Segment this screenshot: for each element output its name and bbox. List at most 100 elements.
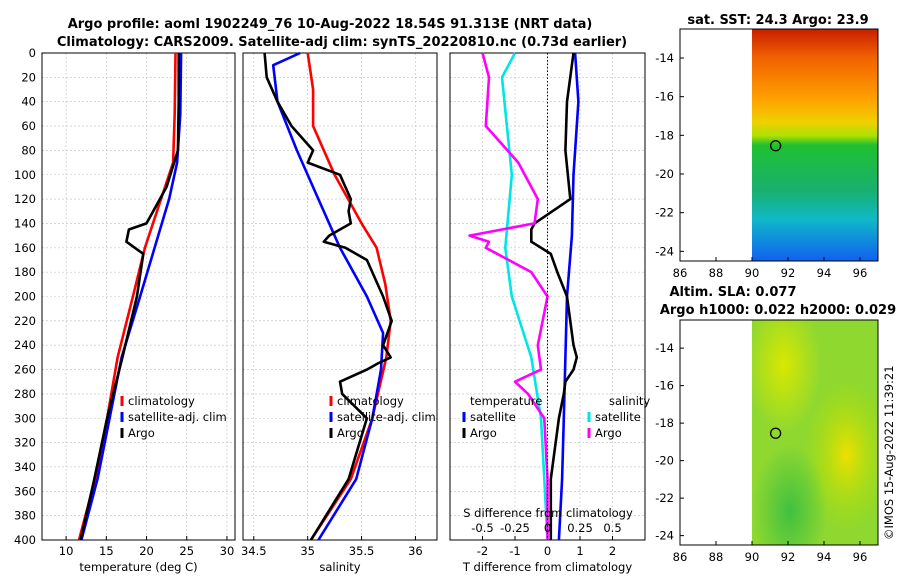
legend-label: satellite bbox=[595, 410, 641, 424]
salinity-panel: 34.5 35 35.5 36 salinity climatology satellite… bbox=[241, 51, 438, 574]
series-line-argo bbox=[263, 52, 394, 541]
legend-label: Argo bbox=[470, 426, 497, 440]
legend-label: climatology bbox=[337, 394, 404, 408]
x-tick-label: 25 bbox=[179, 544, 194, 558]
sla-map-panel: Altim. SLA: 0.077 Argo h1000: 0.022 h200… bbox=[655, 285, 896, 564]
y-tick-label: 160 bbox=[14, 241, 36, 255]
series-line-s-argo bbox=[468, 52, 549, 540]
x-tick-label: -2 bbox=[477, 544, 488, 558]
x-tick-label: 35 bbox=[300, 544, 315, 558]
sla-map-title: Altim. SLA: 0.077 bbox=[670, 285, 797, 300]
map-x-tick-label: 96 bbox=[853, 550, 868, 564]
y-tick-label: 340 bbox=[14, 460, 36, 474]
sst-map-frame bbox=[679, 28, 879, 262]
y-tick-label: 100 bbox=[14, 168, 36, 182]
legend-title-temperature: temperature bbox=[470, 394, 542, 408]
y-tick-label: 240 bbox=[14, 338, 36, 352]
y-tick-label: 60 bbox=[21, 119, 36, 133]
plot-frame bbox=[41, 52, 236, 541]
x-axis-label: salinity bbox=[319, 560, 360, 574]
y-tick-label: 80 bbox=[21, 143, 36, 157]
s-diff-tick-label: -0.25 bbox=[500, 521, 530, 535]
map-x-tick-label: 90 bbox=[745, 266, 760, 280]
y-tick-label: 260 bbox=[14, 363, 36, 377]
legend-label: climatology bbox=[128, 394, 195, 408]
map-y-tick-label: -14 bbox=[655, 51, 674, 65]
map-y-tick-label: -22 bbox=[655, 206, 674, 220]
s-diff-tick-label: 0.25 bbox=[567, 521, 593, 535]
legend-label: Argo bbox=[128, 426, 155, 440]
s-diff-axis-label: S difference from climatology bbox=[463, 506, 633, 520]
map-x-tick-label: 94 bbox=[817, 550, 832, 564]
map-x-tick-label: 96 bbox=[853, 266, 868, 280]
y-tick-label: 40 bbox=[21, 95, 36, 109]
s-diff-tick-label: -0.5 bbox=[471, 521, 493, 535]
x-tick-label: 10 bbox=[59, 544, 74, 558]
legend-label: satellite bbox=[470, 410, 516, 424]
x-tick-label: 34.5 bbox=[241, 544, 267, 558]
map-y-tick-label: -18 bbox=[655, 416, 674, 430]
x-axis-label: T difference from climatology bbox=[462, 560, 633, 574]
title-line-1: Argo profile: aoml 1902249_76 10-Aug-202… bbox=[68, 17, 593, 32]
temperature-panel: 10 15 20 25 30 temperature (deg C) 0 20 40 60 80 10… bbox=[14, 46, 236, 574]
x-tick-label: 15 bbox=[99, 544, 114, 558]
map-x-tick-label: 88 bbox=[709, 550, 724, 564]
x-tick-label: -1 bbox=[509, 544, 520, 558]
series-line-satellite-adj-clim bbox=[271, 51, 385, 541]
y-tick-label: 20 bbox=[21, 70, 36, 84]
x-axis-label: temperature (deg C) bbox=[79, 560, 197, 574]
y-tick-label: 0 bbox=[29, 46, 36, 60]
s-diff-tick-label: 0.5 bbox=[603, 521, 621, 535]
map-y-tick-label: -20 bbox=[655, 454, 674, 468]
sla-map-subtitle: Argo h1000: 0.022 h2000: 0.029 bbox=[660, 303, 896, 318]
map-x-tick-label: 90 bbox=[745, 550, 760, 564]
x-tick-label: 30 bbox=[220, 544, 235, 558]
sst-map-title: sat. SST: 24.3 Argo: 23.9 bbox=[687, 13, 868, 28]
map-y-tick-label: -16 bbox=[655, 379, 674, 393]
sla-map-frame bbox=[679, 319, 879, 546]
map-y-tick-label: -22 bbox=[655, 491, 674, 505]
y-tick-label: 380 bbox=[14, 509, 36, 523]
y-tick-label: 320 bbox=[14, 436, 36, 450]
plot-frame bbox=[242, 52, 438, 541]
x-tick-label: 0 bbox=[544, 544, 551, 558]
map-y-tick-label: -24 bbox=[655, 529, 674, 543]
map-x-tick-label: 94 bbox=[817, 266, 832, 280]
s-diff-tick-label: 0 bbox=[544, 521, 551, 535]
y-tick-label: 280 bbox=[14, 387, 36, 401]
series-line-argo bbox=[79, 53, 180, 541]
legend-title-salinity: salinity bbox=[609, 394, 650, 408]
x-tick-label: 36 bbox=[408, 544, 423, 558]
timestamp: ©IMOS 15-Aug-2022 11:39:21 bbox=[882, 365, 896, 540]
legend-label: satellite-adj. clim bbox=[128, 410, 227, 424]
x-tick-label: 20 bbox=[139, 544, 154, 558]
y-tick-label: 200 bbox=[14, 290, 36, 304]
legend-label: Argo bbox=[337, 426, 364, 440]
map-x-tick-label: 88 bbox=[709, 266, 724, 280]
map-y-tick-label: -14 bbox=[655, 341, 674, 355]
y-tick-label: 180 bbox=[14, 265, 36, 279]
map-x-tick-label: 86 bbox=[673, 266, 688, 280]
y-tick-label: 140 bbox=[14, 216, 36, 230]
x-tick-label: 2 bbox=[609, 544, 616, 558]
map-x-tick-label: 92 bbox=[781, 550, 796, 564]
argo-position-marker bbox=[769, 140, 782, 152]
sst-map-panel: sat. SST: 24.3 Argo: 23.9 86 88 90 92 94 96 -1… bbox=[655, 13, 879, 280]
y-tick-label: 220 bbox=[14, 314, 36, 328]
difference-panel: -2 -1 0 1 2 T difference from climatology -0.5… bbox=[449, 52, 650, 574]
sla-heatmap-low bbox=[752, 320, 878, 545]
map-x-tick-label: 86 bbox=[673, 550, 688, 564]
y-tick-label: 360 bbox=[14, 484, 36, 498]
y-tick-label: 400 bbox=[14, 533, 36, 547]
series-line-t-argo bbox=[529, 52, 579, 540]
map-y-tick-label: -18 bbox=[655, 128, 674, 142]
map-y-tick-label: -20 bbox=[655, 167, 674, 181]
x-tick-label: 1 bbox=[576, 544, 583, 558]
map-y-tick-label: -24 bbox=[655, 244, 674, 258]
sst-heatmap bbox=[752, 29, 878, 261]
legend-label: Argo bbox=[595, 426, 622, 440]
x-tick-label: 35.5 bbox=[349, 544, 375, 558]
y-tick-label: 300 bbox=[14, 411, 36, 425]
argo-position-marker bbox=[769, 427, 782, 439]
